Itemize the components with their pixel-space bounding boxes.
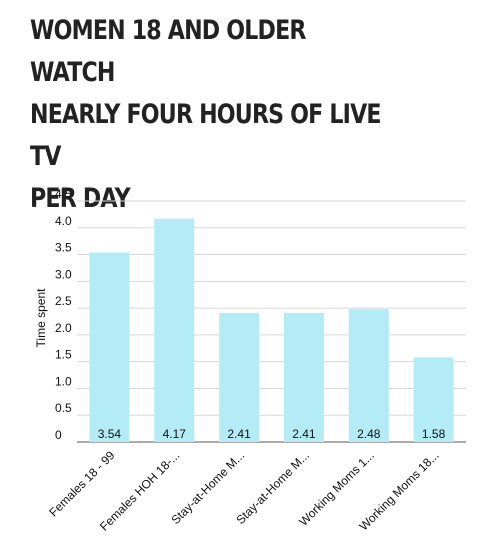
bar [348,309,389,442]
value-labels: 3.54 4.17 2.41 2.41 2.48 1.58 [98,427,446,441]
x-tick-label: Females 18 - 99 [46,448,117,519]
data-label: 1.58 [422,427,446,441]
y-axis-label: Time spent [34,288,48,348]
bars [89,218,454,442]
bar [89,252,130,442]
bar [154,218,195,442]
data-label: 3.54 [98,427,122,441]
title-line-1: WOMEN 18 AND OLDER WATCH [30,15,306,88]
y-tick-label: 0 [55,428,62,442]
title-line-3: PER DAY [30,183,131,214]
bar [219,312,260,442]
data-label: 2.48 [357,427,381,441]
y-tick-label: 0.5 [55,401,72,415]
data-label: 2.41 [292,427,316,441]
y-tick-label: 2.0 [55,321,72,335]
y-tick-label: 2.5 [55,294,72,308]
y-tick-label: 3.5 [55,241,72,255]
y-tick-labels: 0 0.5 1.0 1.5 2.0 2.5 3.0 3.5 4.0 4.5 [55,187,72,442]
chart-title: WOMEN 18 AND OLDER WATCH NEARLY FOUR HOU… [30,10,391,220]
y-tick-label: 1.5 [55,348,72,362]
y-tick-label: 4.5 [55,187,72,201]
title-line-2: NEARLY FOUR HOURS OF LIVE TV [30,99,382,172]
data-label: 2.41 [227,427,251,441]
bar [413,357,454,442]
data-label: 4.17 [163,427,187,441]
bar [283,312,324,442]
y-tick-label: 3.0 [55,267,72,281]
gridlines [77,200,466,443]
y-tick-label: 4.0 [55,214,72,228]
y-tick-label: 1.0 [55,374,72,388]
